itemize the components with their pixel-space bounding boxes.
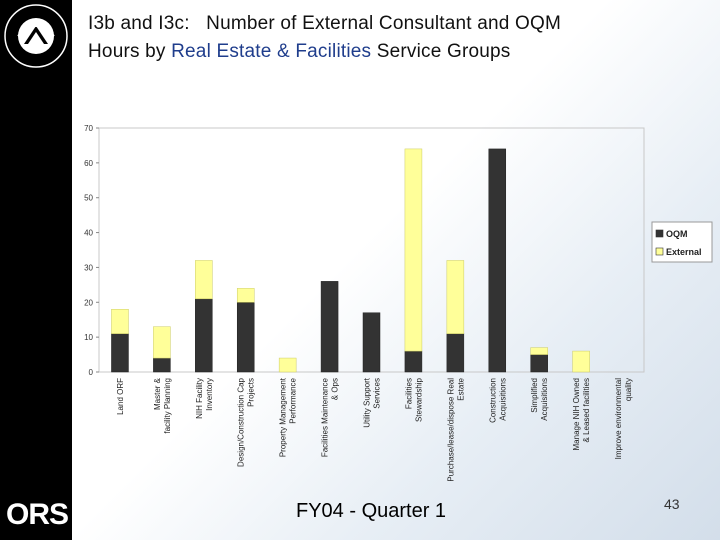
bar-external <box>530 347 548 355</box>
legend-label-oqm: OQM <box>666 229 688 239</box>
legend-box <box>651 221 713 263</box>
y-tick-label: 30 <box>84 263 93 272</box>
bar-external <box>404 148 423 352</box>
title-line2-a: Hours by <box>88 41 172 62</box>
x-tick-label: Property ManagementPerformance <box>279 377 298 457</box>
x-tick-label: ConstructionAcquisitions <box>488 378 507 423</box>
legend-swatch-external <box>655 247 664 256</box>
bar-external <box>153 326 171 359</box>
bar-external <box>111 309 129 334</box>
bar-external <box>278 357 297 373</box>
x-tick-label: Improve environmentalquality <box>614 378 633 460</box>
x-tick-label: Master &facility Planning <box>153 377 172 433</box>
bar-external <box>446 260 465 334</box>
ors-logo: ORS <box>6 498 69 531</box>
x-tick-label: Purchase/lease/dispose RealEstate <box>446 377 465 481</box>
title-line1: Number of External Consultant and OQM <box>206 13 561 34</box>
nih-seal-icon <box>4 4 68 68</box>
sidebar: ORS <box>0 0 72 540</box>
x-tick-label: Design/Construction CapProjects <box>237 377 256 466</box>
bar-oqm <box>488 148 507 373</box>
x-tick-label: Manage NIH Owned& Leased facilities <box>572 378 591 450</box>
y-tick-label: 70 <box>84 124 93 133</box>
y-tick-label: 20 <box>84 298 93 307</box>
bar-oqm <box>195 298 213 373</box>
title-prefix: I3b and I3c: <box>88 13 190 34</box>
bar-oqm <box>236 302 255 373</box>
slide-title: I3b and I3c: Number of External Consulta… <box>88 10 708 66</box>
legend-swatch-oqm <box>655 229 664 238</box>
y-tick-label: 60 <box>84 159 93 168</box>
x-tick-label: NIH FacilityInventory <box>195 378 214 419</box>
bar-oqm <box>404 350 423 373</box>
y-tick-label: 40 <box>84 229 93 238</box>
x-tick-label: FacilitiesStewardship <box>404 377 423 422</box>
bar-oqm <box>362 312 381 373</box>
bar-oqm <box>446 333 465 373</box>
x-tick-label: Utility SupportServices <box>363 377 382 428</box>
title-line2-c: Service Groups <box>371 41 511 62</box>
bar-external <box>195 260 213 300</box>
legend-label-external: External <box>666 247 702 257</box>
bar-external <box>236 288 255 303</box>
x-tick-label: Land ORF <box>116 378 125 415</box>
page-number: 43 <box>664 496 680 512</box>
y-tick-label: 0 <box>89 368 94 377</box>
stacked-bar-chart: 0 10 20 30 40 50 60 70 Land ORF Master &facility … <box>84 124 713 482</box>
bar-oqm <box>320 281 339 373</box>
bar-oqm <box>153 357 171 373</box>
x-tick-label: SimplifiedAcquisitions <box>530 378 549 421</box>
y-tick-label: 50 <box>84 194 93 203</box>
title-line2-highlight: Real Estate & Facilities <box>171 41 372 62</box>
bar-oqm <box>111 333 129 373</box>
bar-external <box>572 350 590 373</box>
slide-background <box>72 0 720 540</box>
bar-oqm <box>530 354 548 373</box>
footer-label: FY04 - Quarter 1 <box>296 500 447 522</box>
y-tick-label: 10 <box>84 333 93 342</box>
x-tick-label: Facilities Maintenance& Ops <box>321 377 340 457</box>
